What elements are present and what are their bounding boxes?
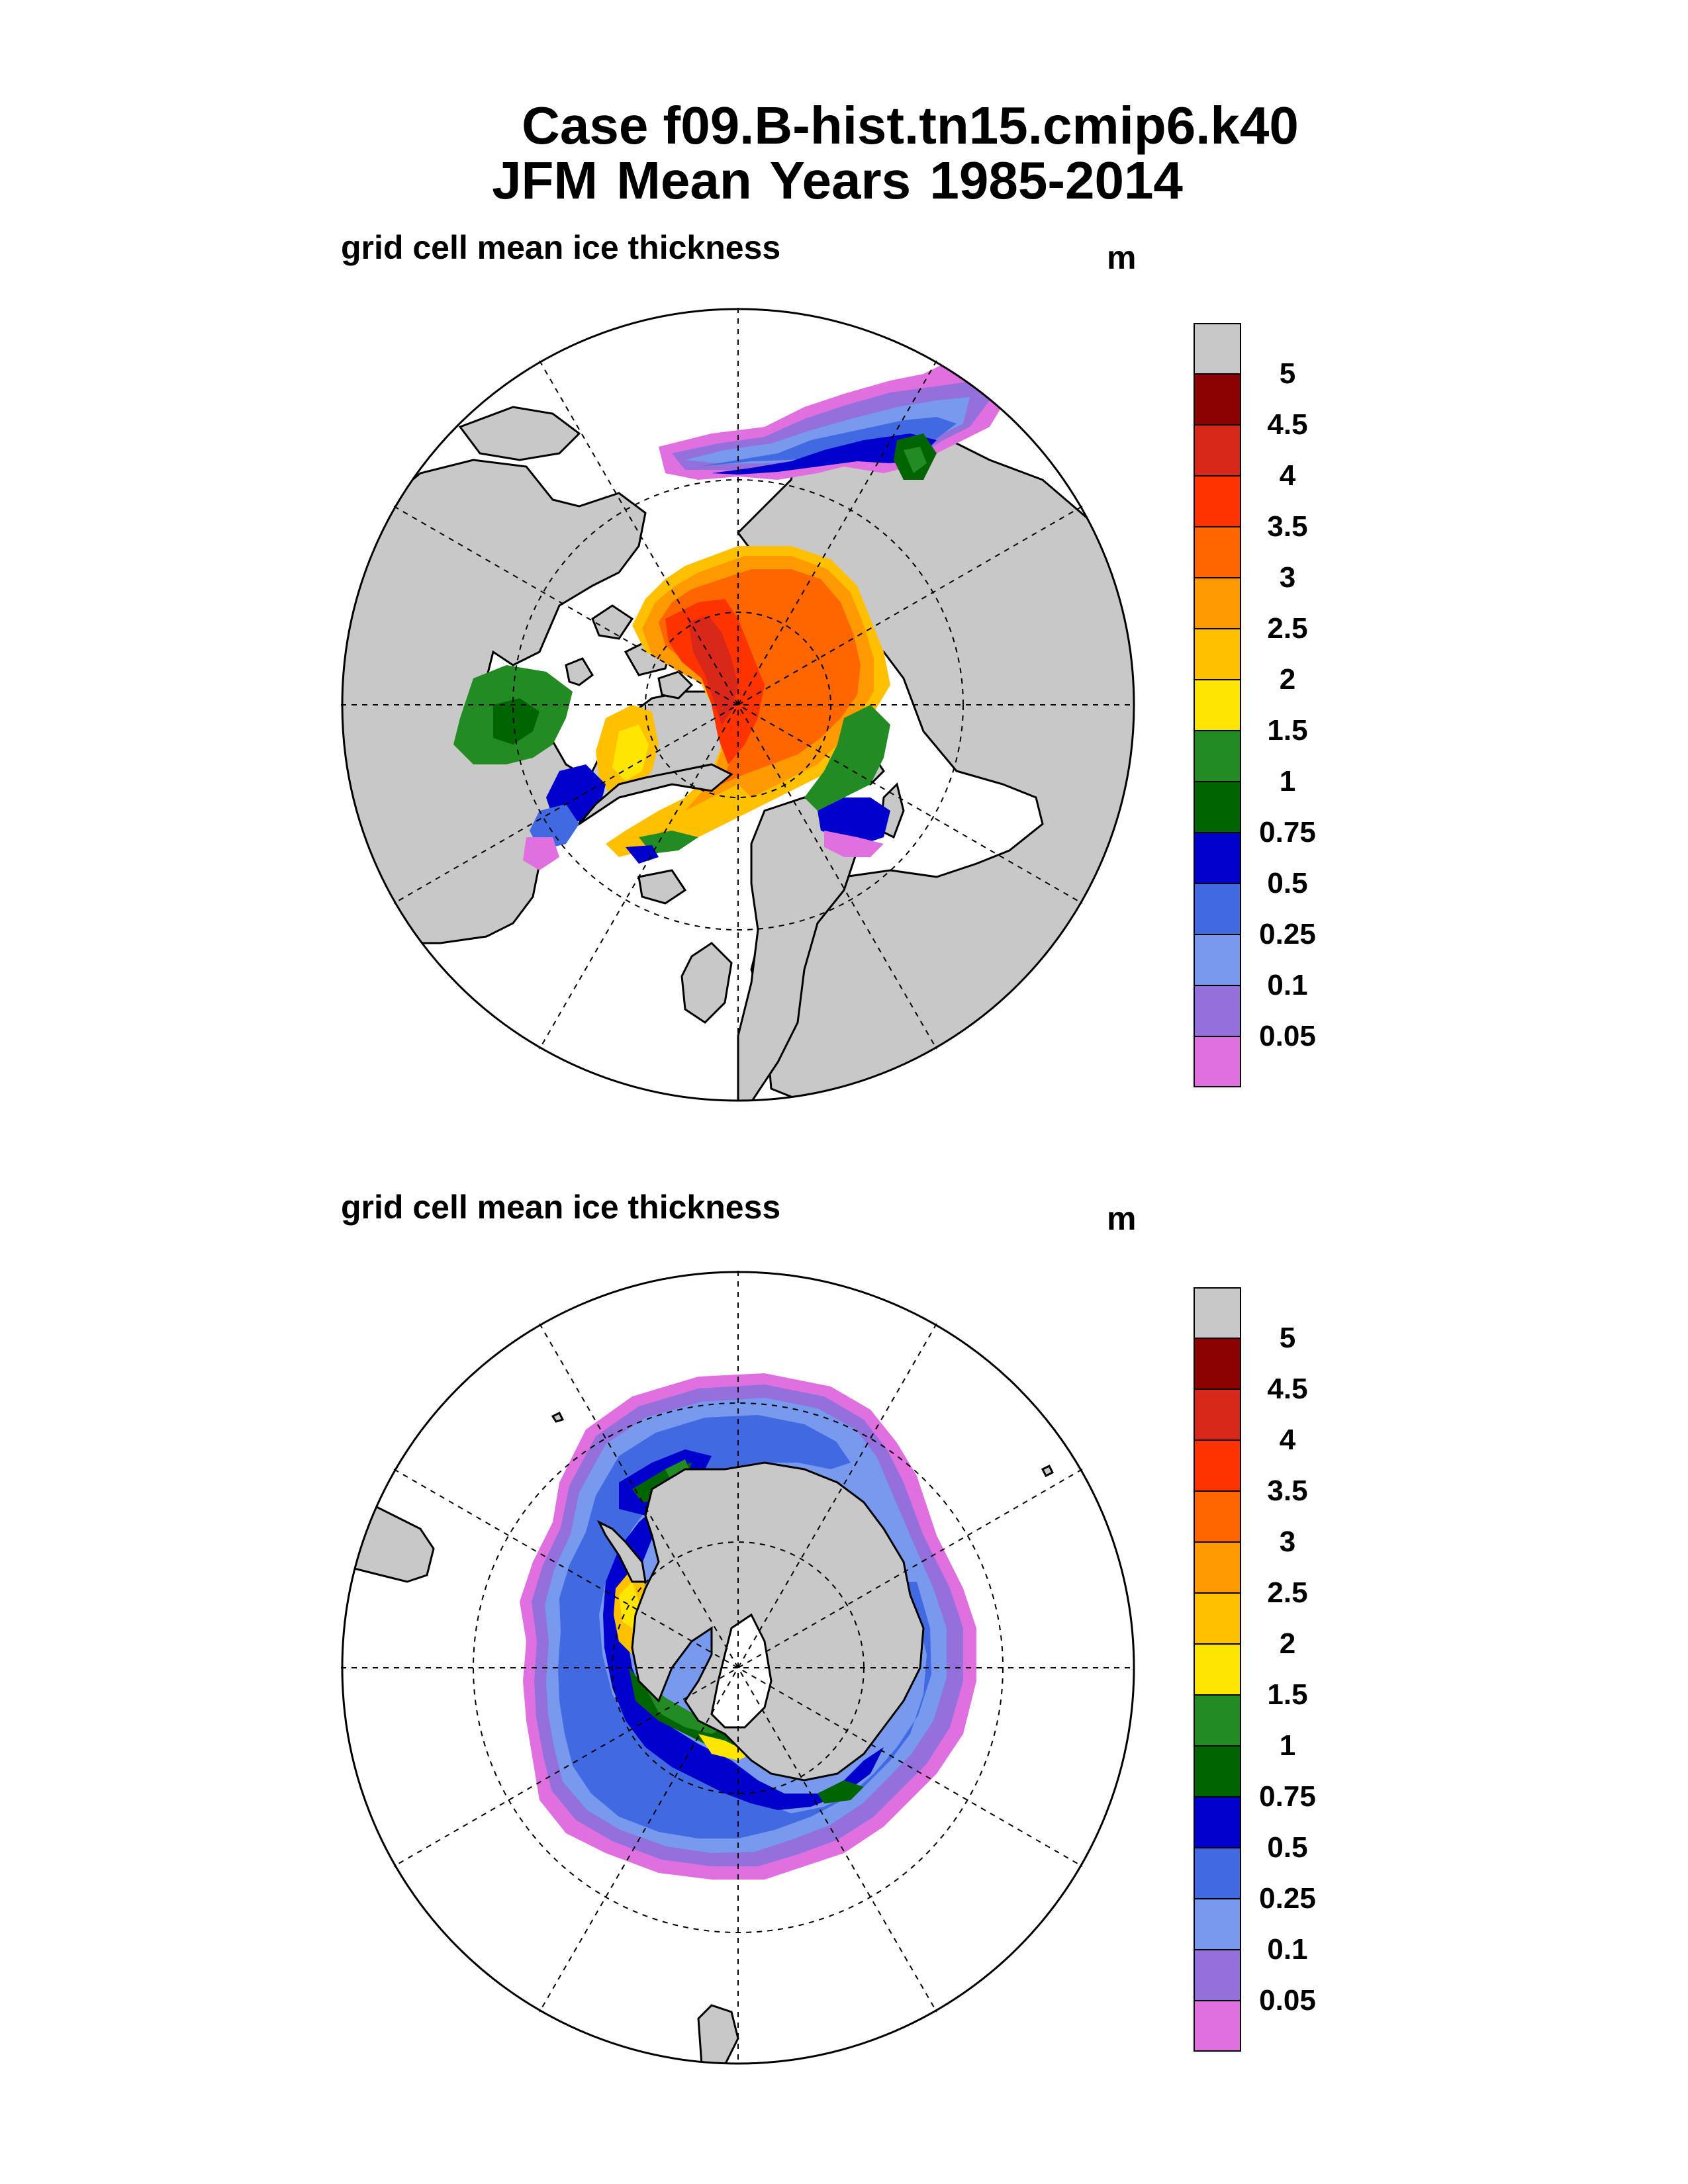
colorbar-swatch — [1194, 1950, 1241, 2001]
colorbar-tick-label: 0.25 — [1259, 1882, 1316, 1915]
units-label-south: m — [1107, 1200, 1137, 1237]
colorbar-tick-label: 5 — [1279, 1322, 1296, 1354]
colorbar-swatch — [1194, 1542, 1241, 1593]
colorbar-swatch — [1194, 1491, 1241, 1542]
graticule-north — [341, 308, 1135, 1102]
colorbar-tick-label: 1 — [1279, 765, 1296, 797]
colorbar-tick-label: 0.1 — [1267, 1933, 1308, 1966]
colorbar-swatch — [1194, 1899, 1241, 1950]
colorbar-tick-label: 0.75 — [1259, 1780, 1316, 1813]
colorbar-tick-label: 4.5 — [1267, 408, 1308, 441]
colorbar-swatch — [1194, 782, 1241, 833]
colorbar-swatch — [1194, 1746, 1241, 1797]
south-polar-map — [341, 1271, 1135, 2065]
colorbar-tick-label: 1.5 — [1267, 1678, 1308, 1711]
map-border-north — [341, 308, 1135, 1102]
colorbar-tick-label: 0.5 — [1267, 867, 1308, 899]
colorbar-swatch — [1194, 1338, 1241, 1389]
colorbar-ticks-south: 5 4.5 4 3.5 3 2.5 2 1.5 1 0.75 0.5 0.25 … — [1241, 1287, 1334, 2052]
colorbar-tick-label: 2.5 — [1267, 1576, 1308, 1609]
colorbar-swatch — [1194, 884, 1241, 934]
colorbar-swatch — [1194, 1440, 1241, 1491]
colorbar-tick-label: 4.5 — [1267, 1373, 1308, 1405]
colorbar-swatch — [1194, 731, 1241, 782]
colorbar-swatch — [1194, 2001, 1241, 2052]
colorbar-tick-label: 3 — [1279, 1525, 1296, 1558]
colorbar-tick-label: 3.5 — [1267, 510, 1308, 543]
colorbar-south — [1194, 1287, 1241, 2052]
colorbar-tick-label: 2.5 — [1267, 612, 1308, 645]
colorbar-tick-label: 0.1 — [1267, 969, 1308, 1001]
panel-label-south: grid cell mean ice thickness — [341, 1189, 781, 1226]
north-polar-map — [341, 308, 1135, 1102]
colorbar-swatch — [1194, 1287, 1241, 1338]
figure-title-case: Case f09.B-hist.tn15.cmip6.k40 — [522, 96, 1299, 155]
colorbar-swatch — [1194, 1593, 1241, 1644]
colorbar-swatch — [1194, 1695, 1241, 1746]
colorbar-swatch — [1194, 1644, 1241, 1695]
colorbar-tick-label: 0.25 — [1259, 918, 1316, 950]
colorbar-tick-label: 1 — [1279, 1729, 1296, 1762]
colorbar-tick-label: 0.5 — [1267, 1831, 1308, 1864]
colorbar-tick-label: 4 — [1279, 459, 1296, 492]
colorbar-tick-label: 0.75 — [1259, 816, 1316, 848]
colorbar-swatch — [1194, 1797, 1241, 1848]
colorbar-tick-label: 0.05 — [1259, 1020, 1316, 1052]
colorbar-swatch — [1194, 985, 1241, 1036]
colorbar-swatch — [1194, 1036, 1241, 1087]
colorbar-swatch — [1194, 578, 1241, 629]
figure-title-period: JFM Mean Years 1985-2014 — [492, 151, 1183, 210]
panel-label-north: grid cell mean ice thickness — [341, 229, 781, 266]
colorbar-swatch — [1194, 323, 1241, 374]
colorbar-swatch — [1194, 374, 1241, 425]
antarctica — [631, 1461, 925, 1782]
colorbar-swatch — [1194, 934, 1241, 985]
colorbar-tick-label: 4 — [1279, 1424, 1296, 1456]
colorbar-tick-label: 2 — [1279, 663, 1296, 696]
colorbar-tick-label: 3 — [1279, 561, 1296, 594]
colorbar-tick-label: 0.05 — [1259, 1984, 1316, 2017]
colorbar-swatch — [1194, 1389, 1241, 1440]
map-border-south — [341, 1271, 1135, 2065]
colorbar-tick-label: 2 — [1279, 1627, 1296, 1660]
colorbar-swatch — [1194, 476, 1241, 527]
graticule-south — [341, 1271, 1135, 2065]
colorbar-swatch — [1194, 1848, 1241, 1899]
units-label-north: m — [1107, 239, 1137, 276]
colorbar-tick-label: 5 — [1279, 357, 1296, 390]
colorbar-swatch — [1194, 680, 1241, 731]
colorbar-north — [1194, 323, 1241, 1087]
colorbar-swatch — [1194, 527, 1241, 578]
colorbar-tick-label: 3.5 — [1267, 1475, 1308, 1507]
colorbar-swatch — [1194, 425, 1241, 476]
colorbar-tick-label: 1.5 — [1267, 714, 1308, 747]
colorbar-swatch — [1194, 629, 1241, 680]
colorbar-ticks-north: 5 4.5 4 3.5 3 2.5 2 1.5 1 0.75 0.5 0.25 … — [1241, 323, 1334, 1087]
ice-north — [453, 361, 1009, 870]
colorbar-swatch — [1194, 833, 1241, 884]
